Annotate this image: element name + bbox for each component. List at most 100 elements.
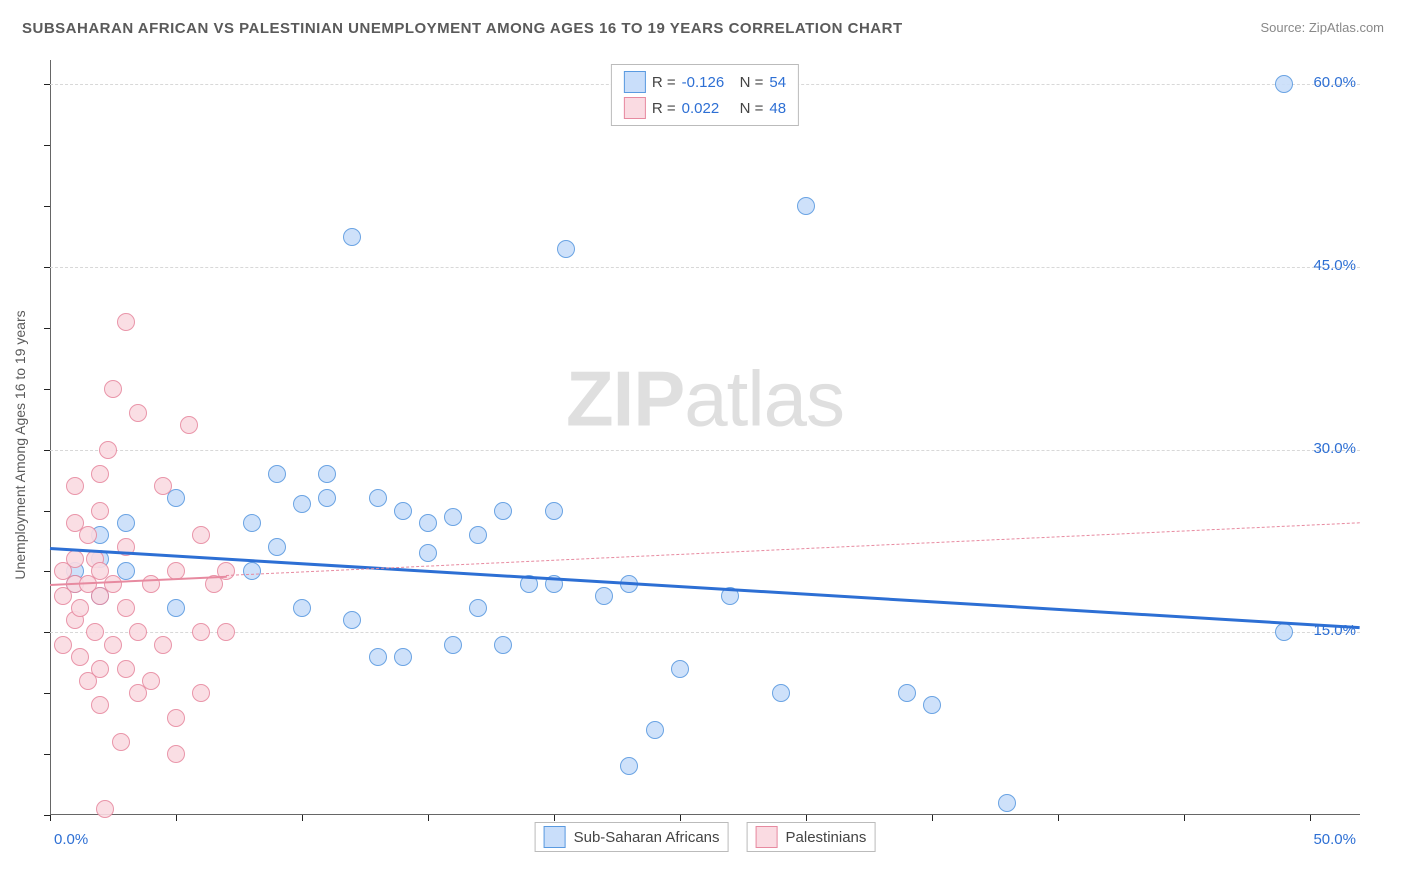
data-point xyxy=(369,489,387,507)
data-point xyxy=(772,684,790,702)
legend-item-1: Palestinians xyxy=(747,822,876,852)
data-point xyxy=(595,587,613,605)
data-point xyxy=(998,794,1016,812)
x-tick xyxy=(1310,815,1311,821)
y-tick-label: 45.0% xyxy=(1313,257,1356,274)
source-attribution: Source: ZipAtlas.com xyxy=(1260,20,1384,35)
y-tick-label: 30.0% xyxy=(1313,440,1356,457)
swatch-series-0 xyxy=(624,71,646,93)
stats-legend: R = -0.126 N = 54 R = 0.022 N = 48 xyxy=(611,64,799,126)
watermark-bold: ZIP xyxy=(566,354,684,442)
data-point xyxy=(293,599,311,617)
legend-swatch-1 xyxy=(756,826,778,848)
data-point xyxy=(71,599,89,617)
data-point xyxy=(71,648,89,666)
data-point xyxy=(444,636,462,654)
data-point xyxy=(620,757,638,775)
data-point xyxy=(343,611,361,629)
legend-label-1: Palestinians xyxy=(786,829,867,846)
data-point xyxy=(192,526,210,544)
data-point xyxy=(112,733,130,751)
data-point xyxy=(318,489,336,507)
y-axis-label: Unemployment Among Ages 16 to 19 years xyxy=(12,310,28,579)
n-label-1: N = xyxy=(740,100,764,117)
y-tick xyxy=(44,754,50,755)
data-point xyxy=(117,313,135,331)
data-point xyxy=(104,575,122,593)
x-tick xyxy=(50,815,51,821)
y-tick xyxy=(44,632,50,633)
data-point xyxy=(469,526,487,544)
y-tick xyxy=(44,267,50,268)
data-point xyxy=(79,526,97,544)
trend-line xyxy=(50,547,1360,629)
y-tick xyxy=(44,389,50,390)
x-tick xyxy=(176,815,177,821)
data-point xyxy=(142,575,160,593)
data-point xyxy=(117,514,135,532)
swatch-series-1 xyxy=(624,97,646,119)
y-axis xyxy=(50,60,51,815)
data-point xyxy=(419,514,437,532)
gridline xyxy=(50,632,1360,633)
data-point xyxy=(217,623,235,641)
data-point xyxy=(99,441,117,459)
data-point xyxy=(494,636,512,654)
y-tick xyxy=(44,145,50,146)
gridline xyxy=(50,450,1360,451)
data-point xyxy=(192,684,210,702)
x-tick xyxy=(1184,815,1185,821)
data-point xyxy=(192,623,210,641)
x-tick xyxy=(302,815,303,821)
data-point xyxy=(91,696,109,714)
data-point xyxy=(394,648,412,666)
data-point xyxy=(469,599,487,617)
data-point xyxy=(671,660,689,678)
data-point xyxy=(180,416,198,434)
x-tick xyxy=(680,815,681,821)
data-point xyxy=(104,636,122,654)
x-tick xyxy=(932,815,933,821)
data-point xyxy=(646,721,664,739)
y-tick xyxy=(44,328,50,329)
data-point xyxy=(142,672,160,690)
n-value-1: 48 xyxy=(769,100,786,117)
data-point xyxy=(293,495,311,513)
x-axis-min-label: 0.0% xyxy=(54,831,88,848)
data-point xyxy=(557,240,575,258)
data-point xyxy=(154,636,172,654)
data-point xyxy=(167,745,185,763)
data-point xyxy=(167,709,185,727)
r-value-1: 0.022 xyxy=(682,100,734,117)
data-point xyxy=(923,696,941,714)
data-point xyxy=(444,508,462,526)
series-legend: Sub-Saharan Africans Palestinians xyxy=(535,822,876,852)
data-point xyxy=(394,502,412,520)
data-point xyxy=(1275,75,1293,93)
y-tick xyxy=(44,84,50,85)
data-point xyxy=(243,562,261,580)
data-point xyxy=(154,477,172,495)
legend-label-0: Sub-Saharan Africans xyxy=(574,829,720,846)
data-point xyxy=(66,477,84,495)
y-tick xyxy=(44,815,50,816)
r-label-0: R = xyxy=(652,74,676,91)
x-axis-max-label: 50.0% xyxy=(1313,831,1356,848)
legend-swatch-0 xyxy=(544,826,566,848)
data-point xyxy=(66,550,84,568)
y-tick xyxy=(44,511,50,512)
data-point xyxy=(129,404,147,422)
data-point xyxy=(494,502,512,520)
data-point xyxy=(318,465,336,483)
n-value-0: 54 xyxy=(769,74,786,91)
y-tick xyxy=(44,450,50,451)
data-point xyxy=(117,660,135,678)
data-point xyxy=(91,465,109,483)
data-point xyxy=(898,684,916,702)
x-tick xyxy=(1058,815,1059,821)
data-point xyxy=(268,538,286,556)
x-tick xyxy=(806,815,807,821)
data-point xyxy=(343,228,361,246)
y-tick xyxy=(44,571,50,572)
data-point xyxy=(268,465,286,483)
